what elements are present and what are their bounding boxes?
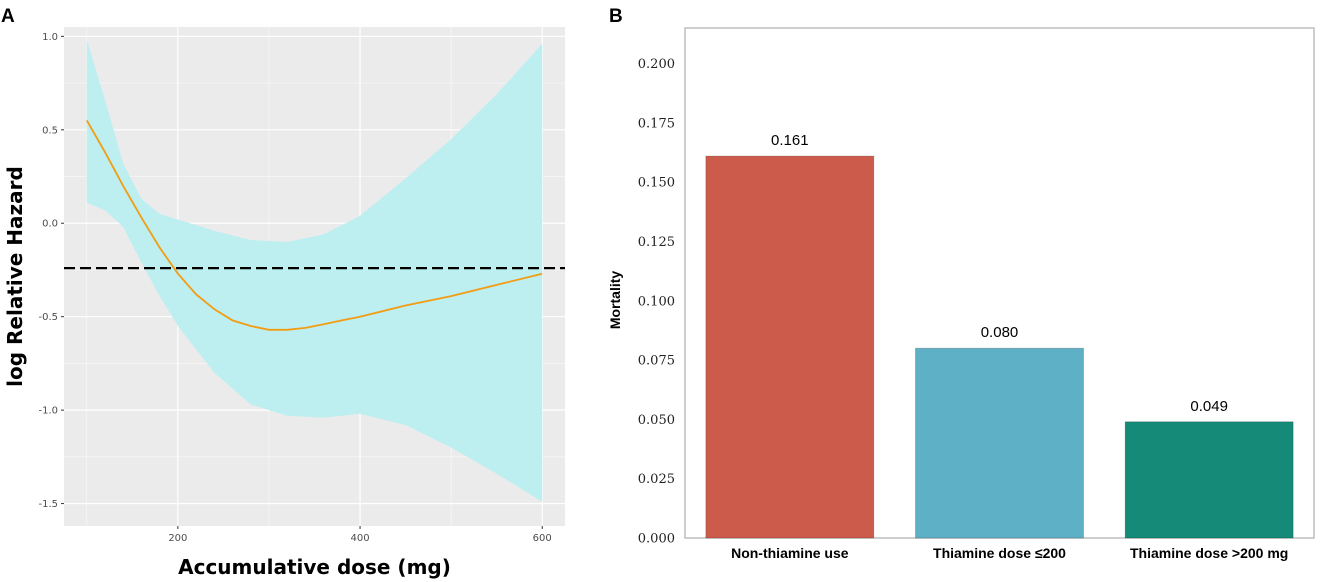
panel-a-x-tick-label: 600 (533, 533, 552, 544)
panel-a-y-tick-label: 0.0 (42, 219, 58, 230)
panel-b-y-tick-label: 0.125 (638, 235, 675, 250)
panel-b-y-tick-label: 0.000 (638, 532, 675, 547)
panel-b-y-tick-label: 0.150 (638, 176, 675, 191)
bar-value-label: 0.049 (1190, 398, 1228, 415)
panel-a-y-tick-label: 0.5 (42, 125, 58, 136)
confidence-band (86, 40, 543, 502)
panel-a-y-tick-label: -0.5 (38, 312, 58, 323)
panel-b-y-axis-title: Mortality (607, 271, 623, 330)
bar (1124, 421, 1294, 539)
panel-a-x-axis-title: Accumulative dose (mg) (178, 555, 451, 579)
category-label: Non-thiamine use (731, 545, 849, 561)
panel-b-letter: B (609, 6, 623, 27)
panel-a-x-tick-label: 200 (168, 533, 187, 544)
panel-a-letter: A (1, 6, 15, 27)
panel-b-y-tick-label: 0.175 (638, 116, 675, 131)
panel-b-y-tick-label: 0.200 (638, 57, 675, 72)
panel-b-ticks: 0.000 0.025 0.050 0.075 0.100 0.125 0.150 0.175… (638, 57, 675, 546)
estimate-curve (86, 119, 543, 331)
panel-a-ticks: -1.5 -1.0 -0.5 0.0 0.5 1.0 200 400 600 (38, 32, 551, 544)
panel-b-y-tick-label: 0.075 (638, 354, 675, 369)
panel-b-y-tick-label: 0.050 (638, 413, 675, 428)
panel-a-x-tick-label: 400 (350, 533, 369, 544)
bar (705, 155, 875, 539)
bar-value-label: 0.080 (981, 324, 1019, 341)
panel-b-bars: 0.161 Non-thiamine use 0.080 Thiamine dose … (705, 132, 1294, 561)
panel-a-y-tick-label: -1.0 (38, 406, 58, 417)
panel-b-chart: 0.000 0.025 0.050 0.075 0.100 0.125 0.150 0.175… (607, 27, 1315, 561)
panel-b-y-tick-label: 0.025 (638, 472, 675, 487)
category-label: Thiamine dose >200 mg (1130, 545, 1288, 561)
bar (915, 347, 1084, 539)
panel-a-chart: -1.5 -1.0 -0.5 0.0 0.5 1.0 200 400 600 Accumulat… (3, 27, 565, 579)
panel-a-y-axis-title: log Relative Hazard (3, 166, 27, 387)
panel-a-y-tick-label: -1.5 (38, 499, 58, 510)
category-label: Thiamine dose ≤200 (933, 545, 1066, 561)
panel-a-y-tick-label: 1.0 (42, 32, 58, 43)
bar-value-label: 0.161 (771, 132, 809, 149)
panel-b-y-tick-label: 0.100 (638, 294, 675, 309)
